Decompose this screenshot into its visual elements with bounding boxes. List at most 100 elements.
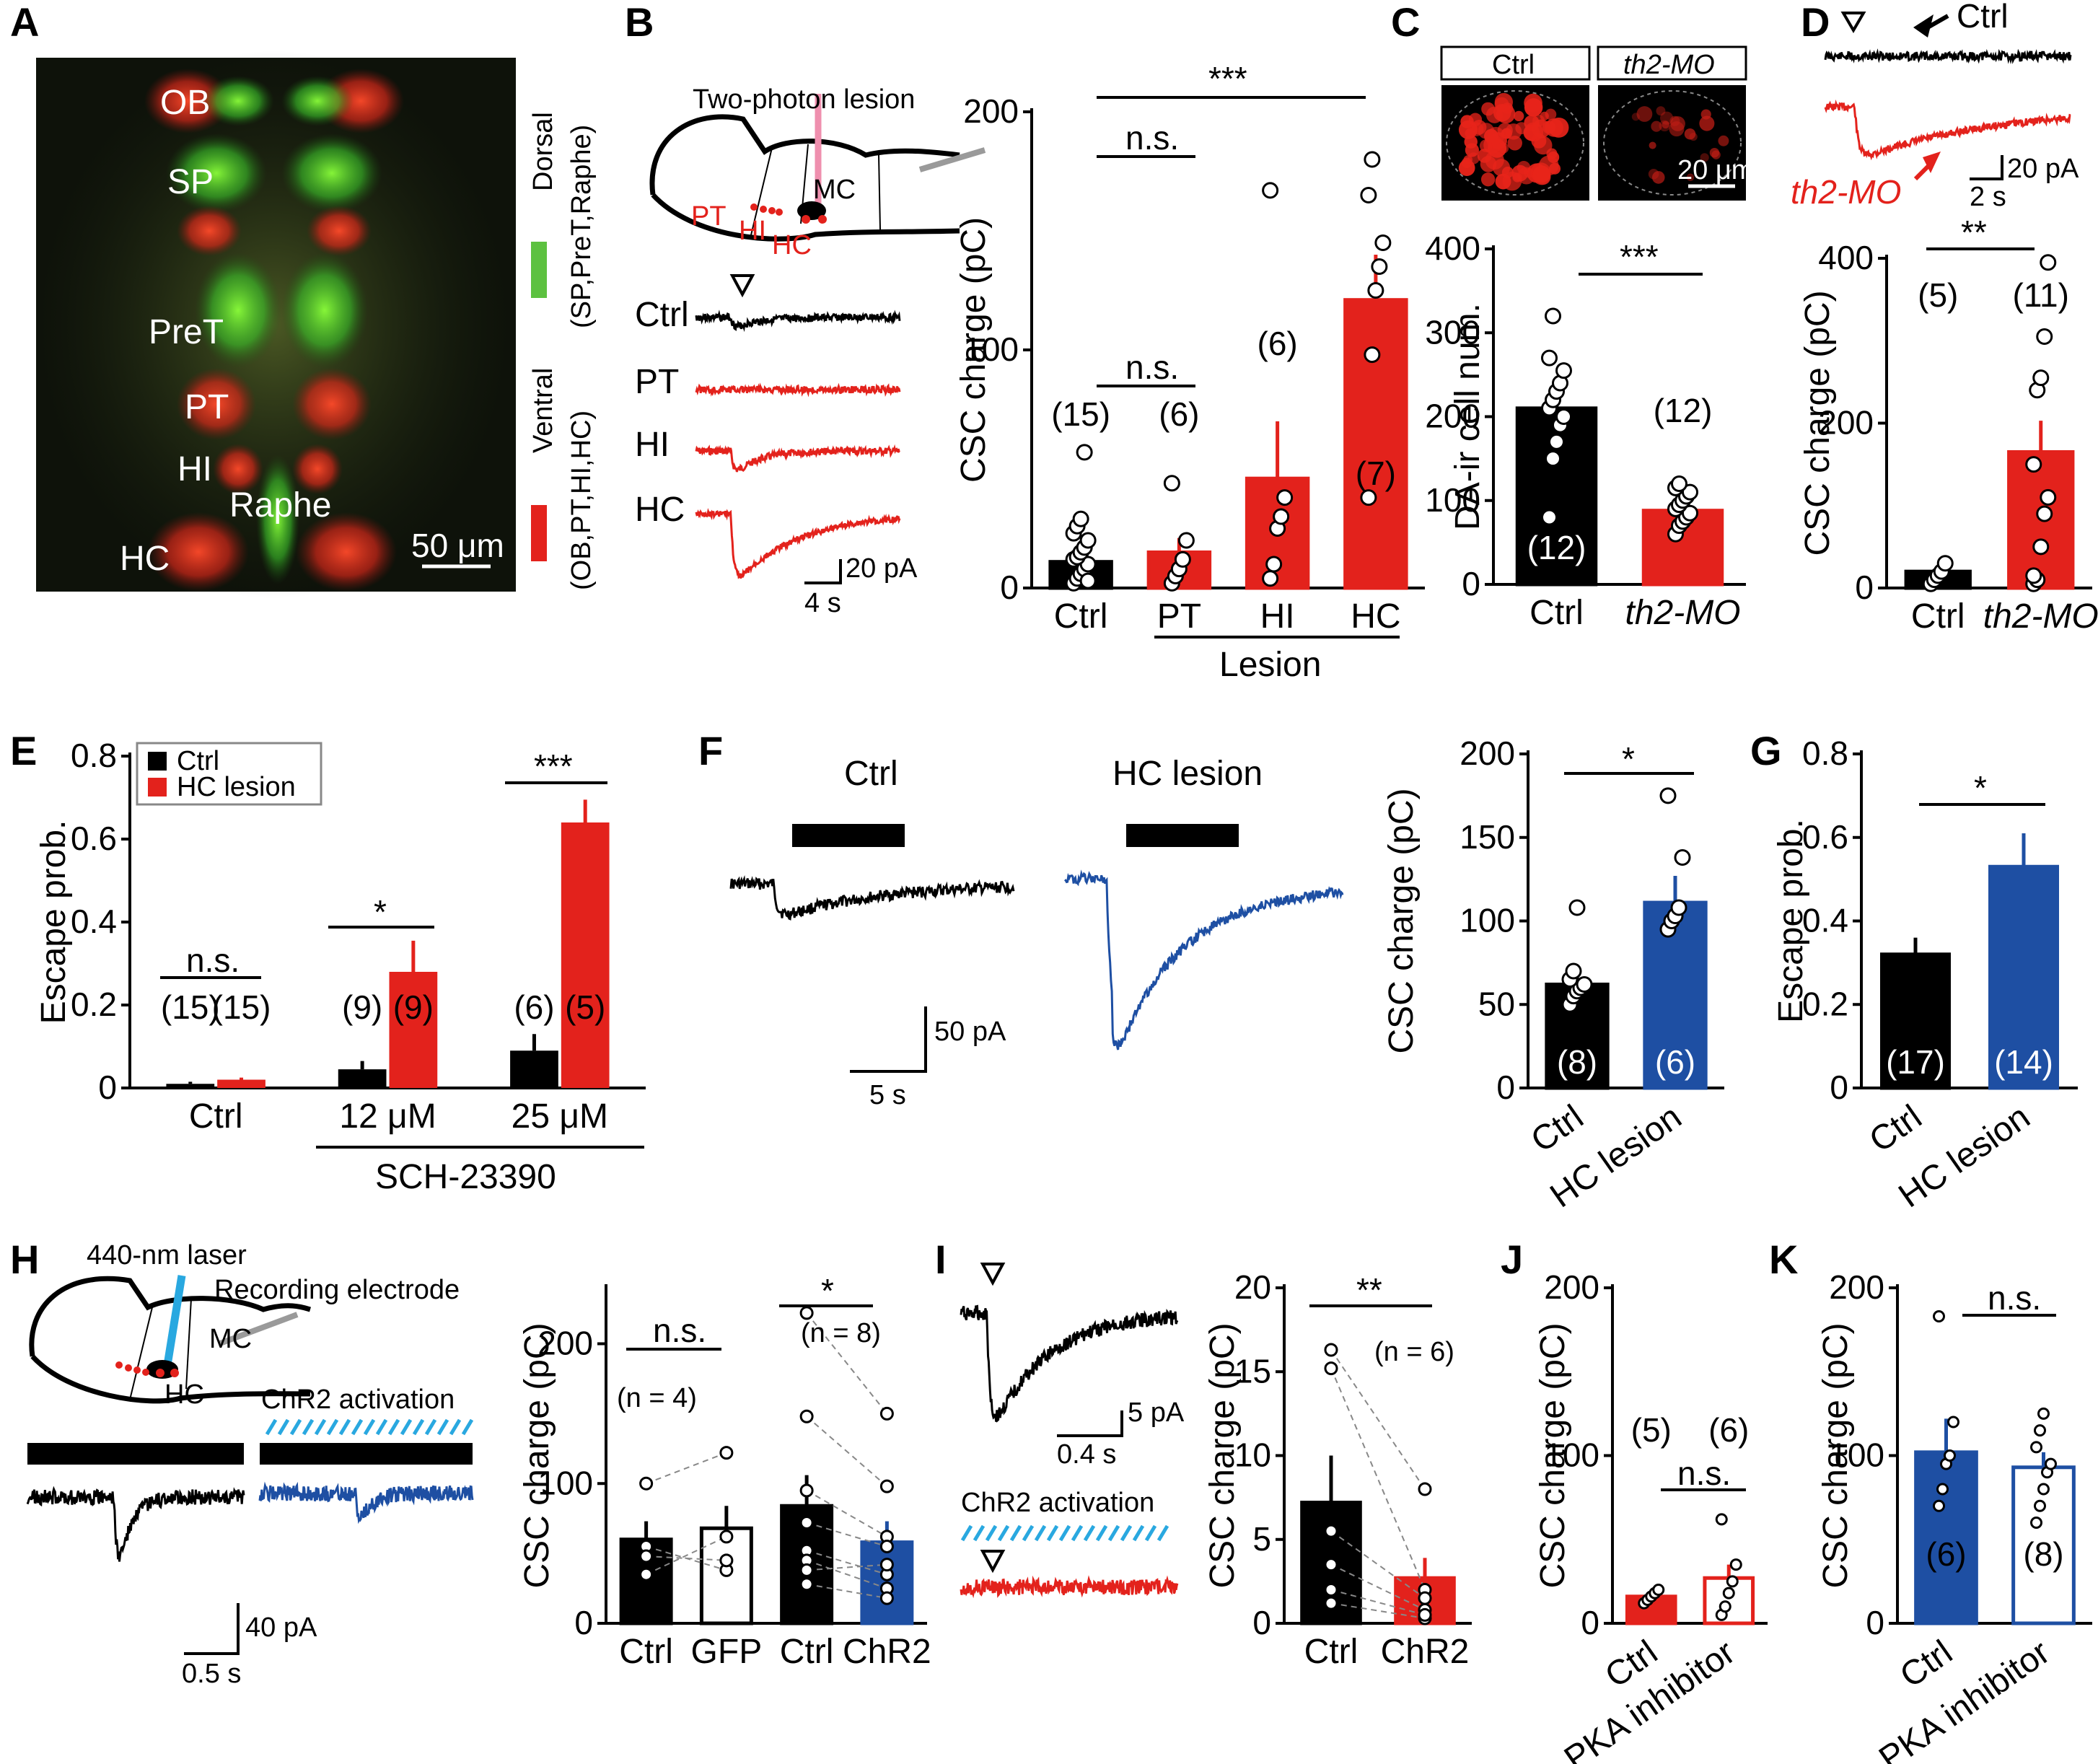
legend-ventral-swatch [531,505,547,561]
scale-b-x: 4 s [804,588,841,618]
ce-bar [510,1050,558,1088]
ck-point [2037,1483,2050,1496]
scale-bar-h [184,1603,240,1655]
panel-label-j: J [1501,1237,1523,1282]
trace-h-chr2 [258,1481,474,1524]
cc-n-label: (12) [1527,529,1586,566]
ch-pair-line [806,1416,888,1487]
cj-point [1726,1575,1739,1588]
sig-g: * [1974,769,1987,807]
ci-ytick-label: 5 [1252,1520,1271,1558]
ch-pair-line [646,1555,727,1561]
ce-bar [338,1069,387,1088]
trace-ctrl [695,310,901,333]
cj-ytick-label: 200 [1544,1268,1599,1306]
ci-xtick-label: Ctrl [1304,1633,1359,1671]
panel-label-i: I [935,1237,947,1282]
panel-g-extras: * [1919,769,2045,807]
cg-ytick-label: 0.2 [1802,985,1848,1022]
cb-point [1163,475,1180,492]
cc-point [1548,433,1565,450]
ci-ylabel: CSC charge (pC) [1203,1322,1242,1588]
cd-point [2032,538,2050,556]
ci-pair-line [1330,1602,1426,1620]
ce-xtick-label: 12 μM [339,1097,436,1136]
ci-ytick-label: 0 [1252,1604,1271,1641]
n-i: (n = 6) [1374,1337,1454,1367]
cb-point [1262,570,1279,587]
label-hi: HI [739,216,766,246]
cb-point [1072,510,1089,527]
trace-f-ctrl [729,874,1015,921]
cj-point [1652,1584,1665,1596]
stimulus-bar-f-ctrl [792,824,905,847]
sig-c: *** [1620,238,1659,276]
panel-e-extras: Ctrl HC lesion n.s. * *** SCH-23390 [136,742,644,1196]
cb-point [1364,346,1381,364]
region-raphe: Raphe [229,486,331,525]
cc-point [1541,349,1558,367]
sig-d: ** [1961,214,1987,251]
panel-b-chart: 0 100 200 CSC charge (pC) Ctrl (15) PT (6) HI (6)… [954,92,1425,636]
cd-n-label: (5) [1918,276,1958,314]
ch-point [799,1409,814,1423]
panel-label-k: K [1769,1237,1798,1282]
ch-point [879,1406,894,1421]
cd-ytick-label: 200 [1818,404,1874,442]
ch-pair-line [646,1545,727,1571]
cc-ylabel: DA-ir cell num. [1449,303,1487,530]
scale-bar-b [804,559,842,584]
trace-pt [695,382,901,398]
cc-n-label: (12) [1654,392,1713,429]
ci-ytick-label: 10 [1234,1436,1271,1474]
cj-point [1729,1558,1742,1571]
panel-b-traces: Ctrl PT HI HC 20 pA 4 s [635,274,918,618]
legend-e-ctrl-swatch [148,752,167,771]
ch-pair-line [646,1535,727,1576]
cj-n-label: (5) [1631,1411,1672,1449]
ch-point [639,1476,654,1491]
cf-n-label: (6) [1655,1043,1695,1081]
panel-c-extras: *** [1579,238,1703,276]
ch-ytick-label: 0 [574,1604,593,1641]
panel-b-extras: *** n.s. n.s. Lesion [1097,60,1400,684]
cg-ytick-label: 0.8 [1802,734,1848,772]
label-mc: MC [813,175,856,205]
ci-point [1324,1343,1338,1357]
panel-label-a: A [10,0,39,45]
legend-e-lesion: HC lesion [177,772,296,802]
ce-ytick-label: 0.6 [71,820,117,857]
cb-point [1360,187,1377,203]
cd-point [2032,369,2050,387]
ci-pair-line [1330,1589,1426,1616]
ce-n-label: (9) [393,988,434,1026]
trace-i-ctrl [960,1304,1179,1423]
ce-ytick-label: 0.8 [71,737,117,774]
cc-point [1682,504,1698,522]
cd-ytick-label: 0 [1855,569,1874,606]
ck-xtick-label: Ctrl [1893,1633,1959,1695]
n-h-chr2: (n = 8) [801,1318,881,1348]
cb-xtick-label: PT [1157,597,1201,636]
region-pret: PreT [149,313,224,351]
panel-k-extras: n.s. [1962,1279,2056,1317]
ck-point [2030,1441,2042,1454]
sig-k: n.s. [1988,1279,2041,1317]
cb-n-label: (15) [1051,395,1110,433]
cf-point [1659,787,1677,804]
ci-point [1324,1583,1338,1597]
ck-point [1933,1310,1945,1323]
ck-point [1933,1499,1945,1512]
cd-point [2025,456,2042,473]
ch-ytick-label: 100 [537,1464,593,1501]
trace-label-f-ctrl: Ctrl [844,755,898,793]
chr2-light-pulses [265,1418,474,1436]
cb-ytick-label: 100 [963,330,1019,368]
cj-ytick-label: 100 [1544,1436,1599,1474]
region-ob: OB [160,84,210,122]
cc-point [1541,509,1558,526]
scale-bar-label: 50 μm [411,527,504,564]
cc-point [1555,408,1572,425]
trace-hc [695,508,901,579]
